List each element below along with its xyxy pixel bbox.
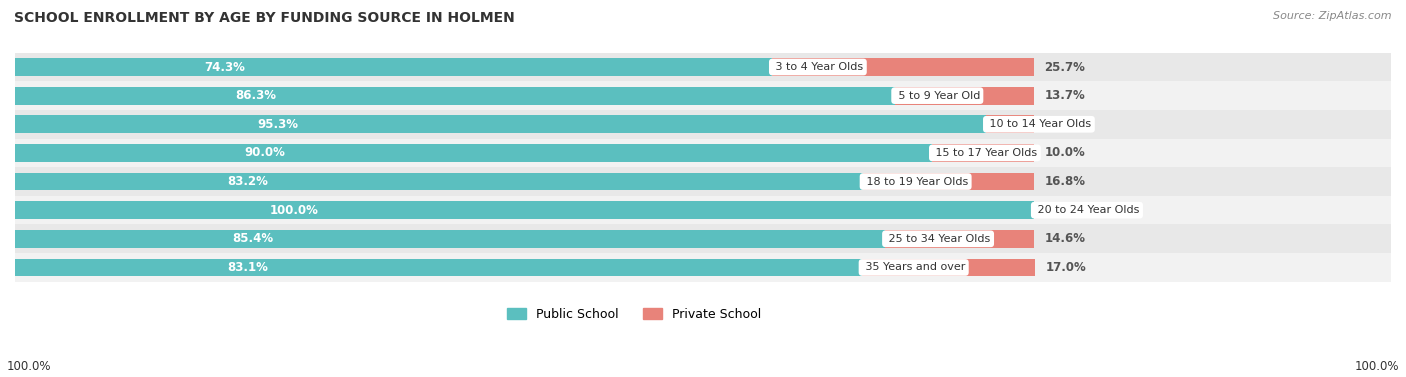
Bar (886, 230, 1035, 248)
Bar (15, 173, 863, 190)
Bar (15, 167, 1391, 196)
Text: 100.0%: 100.0% (1354, 360, 1399, 373)
Text: 85.4%: 85.4% (232, 232, 274, 245)
Bar (15, 139, 1391, 167)
Bar (15, 115, 987, 133)
Bar (15, 201, 1035, 219)
Bar (863, 173, 1035, 190)
Text: 10 to 14 Year Olds: 10 to 14 Year Olds (987, 119, 1091, 129)
Text: 15 to 17 Year Olds: 15 to 17 Year Olds (932, 148, 1038, 158)
Text: 83.1%: 83.1% (226, 261, 267, 274)
Bar (15, 58, 772, 76)
Bar (862, 259, 1035, 276)
Text: 4.7%: 4.7% (1045, 118, 1077, 131)
Bar (15, 144, 932, 162)
Bar (987, 115, 1035, 133)
Text: 16.8%: 16.8% (1045, 175, 1085, 188)
Text: 18 to 19 Year Olds: 18 to 19 Year Olds (863, 176, 969, 187)
Bar (772, 58, 1035, 76)
Bar (15, 230, 886, 248)
Bar (15, 196, 1391, 224)
Text: 74.3%: 74.3% (204, 61, 245, 74)
Text: 0.0%: 0.0% (1045, 204, 1077, 217)
Bar (15, 81, 1391, 110)
Text: 100.0%: 100.0% (7, 360, 52, 373)
Text: 25 to 34 Year Olds: 25 to 34 Year Olds (886, 234, 991, 244)
Text: 90.0%: 90.0% (245, 146, 285, 159)
Text: 86.3%: 86.3% (235, 89, 276, 102)
Text: 17.0%: 17.0% (1046, 261, 1087, 274)
Bar (15, 259, 862, 276)
Bar (15, 53, 1391, 81)
Bar (15, 224, 1391, 253)
Text: 35 Years and over: 35 Years and over (862, 262, 966, 273)
Text: 3 to 4 Year Olds: 3 to 4 Year Olds (772, 62, 863, 72)
Text: 95.3%: 95.3% (257, 118, 299, 131)
Bar (15, 110, 1391, 139)
Text: 10.0%: 10.0% (1045, 146, 1085, 159)
Bar (15, 253, 1391, 282)
Bar (15, 87, 894, 104)
Text: SCHOOL ENROLLMENT BY AGE BY FUNDING SOURCE IN HOLMEN: SCHOOL ENROLLMENT BY AGE BY FUNDING SOUR… (14, 11, 515, 25)
Text: 14.6%: 14.6% (1045, 232, 1085, 245)
Text: 13.7%: 13.7% (1045, 89, 1085, 102)
Bar (932, 144, 1035, 162)
Text: 5 to 9 Year Old: 5 to 9 Year Old (894, 90, 980, 101)
Legend: Public School, Private School: Public School, Private School (502, 303, 766, 326)
Text: 25.7%: 25.7% (1045, 61, 1085, 74)
Text: 100.0%: 100.0% (270, 204, 319, 217)
Bar (894, 87, 1035, 104)
Text: 20 to 24 Year Olds: 20 to 24 Year Olds (1035, 205, 1140, 215)
Text: Source: ZipAtlas.com: Source: ZipAtlas.com (1274, 11, 1392, 21)
Text: 83.2%: 83.2% (226, 175, 269, 188)
